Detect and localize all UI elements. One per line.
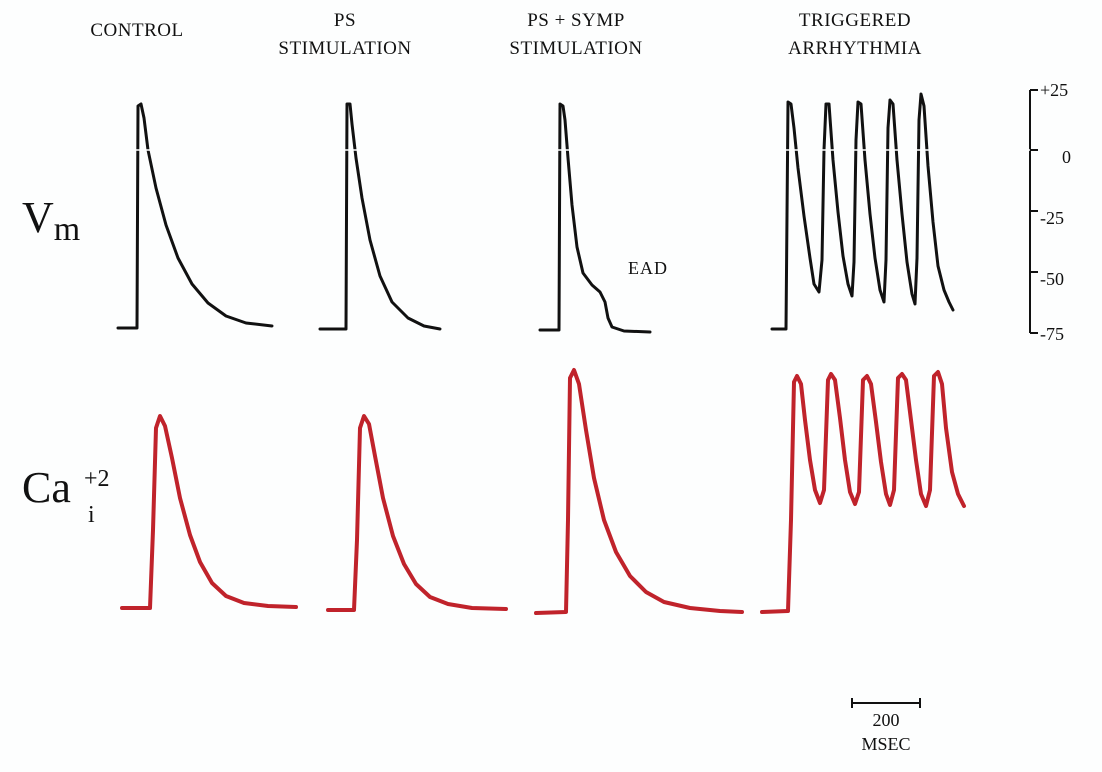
ca-trace-ps <box>326 414 508 612</box>
column-title-control: CONTROL <box>90 20 183 41</box>
row-label-vm: Vm <box>22 193 80 248</box>
vm-axis-label-neg25: -25 <box>1040 208 1064 228</box>
vm-trace-ps <box>318 102 442 331</box>
time-scale-bar: 200 MSEC <box>851 698 921 754</box>
vm-axis: +25 0 -25 -50 -75 <box>1029 80 1071 344</box>
vm-axis-label-neg50: -50 <box>1040 269 1064 289</box>
vm-axis-label-pos25: +25 <box>1040 80 1068 100</box>
row-label-ca-main: Ca <box>22 463 71 512</box>
ca-trace-control <box>120 414 298 610</box>
scale-bar-unit: MSEC <box>861 734 910 754</box>
ca-trace-ps-symp <box>534 368 744 615</box>
column-title-arrhythmia-line1: TRIGGERED <box>799 10 911 31</box>
vm-trace-arrhythmia <box>770 92 955 331</box>
vm-axis-label-0: 0 <box>1062 147 1071 167</box>
vm-axis-label-neg75: -75 <box>1040 324 1064 344</box>
row-label-ca-sub: i <box>88 502 95 528</box>
row-label-vm-sub: m <box>54 211 80 248</box>
row-label-vm-main: V <box>22 193 54 242</box>
column-title-ps-symp-line2: STIMULATION <box>509 38 642 59</box>
column-title-arrhythmia-line2: ARRHYTHMIA <box>788 38 922 59</box>
ead-annotation: EAD <box>628 258 668 278</box>
row-label-ca-sup: +2 <box>84 466 110 492</box>
column-title-ps-symp-line1: PS + SYMP <box>527 10 625 31</box>
column-title-ps-line2: STIMULATION <box>278 38 411 59</box>
scale-bar-value: 200 <box>873 710 900 730</box>
vm-trace-ps-symp <box>538 102 652 334</box>
ca-trace-arrhythmia <box>760 370 966 614</box>
column-title-ps-line1: PS <box>334 10 356 31</box>
vm-trace-control <box>116 102 274 330</box>
